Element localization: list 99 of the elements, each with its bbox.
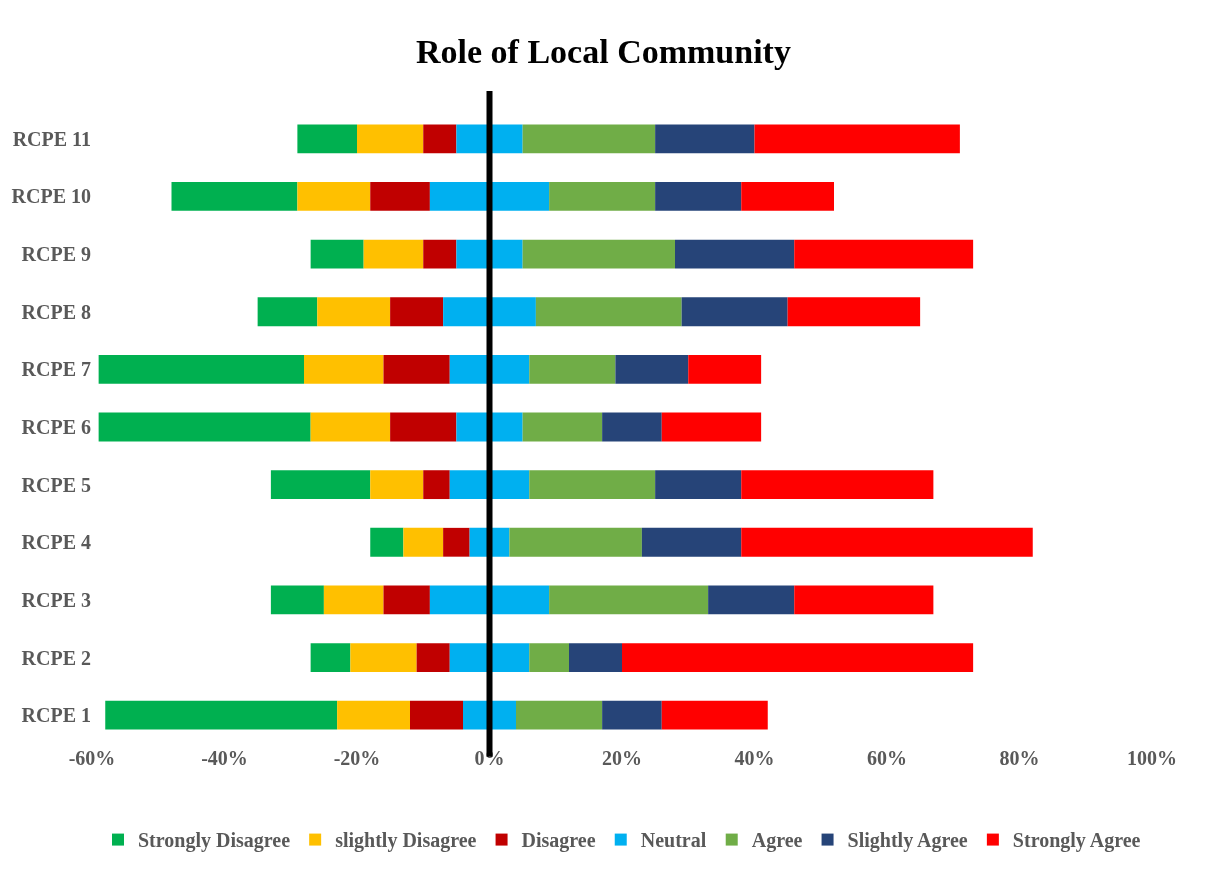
bar xyxy=(383,354,450,384)
bar xyxy=(390,412,457,442)
bar xyxy=(787,297,921,327)
bar xyxy=(549,585,709,615)
bar xyxy=(310,239,364,269)
bar xyxy=(443,527,470,557)
bar xyxy=(297,124,357,154)
bar xyxy=(708,585,795,615)
bar xyxy=(522,124,656,154)
y-tick-label: RCPE 9 xyxy=(21,243,91,266)
x-tick-label: -20% xyxy=(333,747,381,769)
bar xyxy=(98,412,311,442)
y-tick-label: RCPE 8 xyxy=(21,300,91,323)
bar xyxy=(641,527,742,557)
y-tick-label: RCPE 1 xyxy=(21,704,91,727)
bar xyxy=(529,470,656,500)
x-tick-label: 100% xyxy=(1127,747,1177,769)
bar xyxy=(529,354,616,384)
bar xyxy=(602,700,662,730)
bar xyxy=(383,585,430,615)
bar xyxy=(423,124,457,154)
bar xyxy=(741,182,834,211)
bar xyxy=(429,182,550,211)
bar xyxy=(390,297,444,327)
bar xyxy=(357,124,424,154)
bar xyxy=(522,412,603,442)
bar xyxy=(337,700,410,730)
bar xyxy=(423,239,457,269)
bar xyxy=(317,297,391,327)
x-tick-label: -60% xyxy=(68,747,116,769)
bar xyxy=(403,527,444,557)
bar xyxy=(323,585,384,615)
bar xyxy=(535,297,682,327)
bar xyxy=(794,585,934,615)
bar xyxy=(615,354,689,384)
bar xyxy=(661,700,768,730)
bar xyxy=(655,182,742,211)
bar xyxy=(310,643,351,672)
bar xyxy=(310,412,391,442)
bar xyxy=(257,297,318,327)
bar xyxy=(569,643,622,672)
legend-label: Strongly Disagree xyxy=(138,829,291,853)
y-tick-label: RCPE 11 xyxy=(12,127,91,150)
bar xyxy=(363,239,424,269)
y-tick-label: RCPE 3 xyxy=(21,588,91,611)
x-tick-label: 60% xyxy=(867,747,907,769)
bar xyxy=(297,182,371,211)
bar xyxy=(105,700,338,730)
bar xyxy=(416,643,450,672)
bar xyxy=(794,239,974,269)
bar xyxy=(98,354,304,384)
legend-label: slightly Disagree xyxy=(335,829,477,853)
bar xyxy=(741,470,934,500)
x-tick-label: 80% xyxy=(999,747,1040,769)
x-tick-label: 40% xyxy=(734,747,775,769)
bar xyxy=(622,643,974,672)
y-tick-label: RCPE 2 xyxy=(21,646,91,669)
bar xyxy=(449,470,530,500)
x-tick-label: -40% xyxy=(201,747,248,769)
bar xyxy=(661,412,762,442)
bar xyxy=(549,182,656,211)
bar xyxy=(509,527,642,557)
bar xyxy=(688,354,762,384)
bar xyxy=(655,470,742,500)
bar xyxy=(270,585,324,615)
bar xyxy=(423,470,450,500)
bar xyxy=(370,182,430,211)
bar xyxy=(529,643,569,672)
chart-title: Role of Local Community xyxy=(416,32,791,70)
bar xyxy=(429,585,550,615)
bar xyxy=(516,700,603,730)
bar xyxy=(741,527,1033,557)
y-tick-label: RCPE 7 xyxy=(21,358,91,381)
bar xyxy=(171,182,298,211)
bar xyxy=(754,124,960,154)
bar xyxy=(681,297,788,327)
bar xyxy=(449,354,530,384)
legend-label: Neutral xyxy=(640,829,707,852)
legend-label: Disagree xyxy=(521,829,596,853)
y-tick-label: RCPE 10 xyxy=(11,185,91,208)
bar xyxy=(370,470,424,500)
bar xyxy=(370,527,404,557)
y-tick-label: RCPE 5 xyxy=(21,473,91,496)
bar xyxy=(675,239,795,269)
legend-label: Agree xyxy=(751,829,803,853)
bar xyxy=(449,643,530,672)
bar xyxy=(602,412,662,442)
bar xyxy=(522,239,675,269)
y-tick-label: RCPE 4 xyxy=(21,531,91,554)
bar xyxy=(304,354,384,384)
bar xyxy=(270,470,371,500)
bar xyxy=(443,297,536,327)
legend-label: Strongly Agree xyxy=(1012,829,1141,853)
bar xyxy=(410,700,463,730)
bar xyxy=(655,124,755,154)
legend-label: Slightly Agree xyxy=(847,829,968,853)
bar xyxy=(350,643,417,672)
x-tick-label: 20% xyxy=(602,747,642,769)
y-tick-label: RCPE 6 xyxy=(21,416,91,438)
